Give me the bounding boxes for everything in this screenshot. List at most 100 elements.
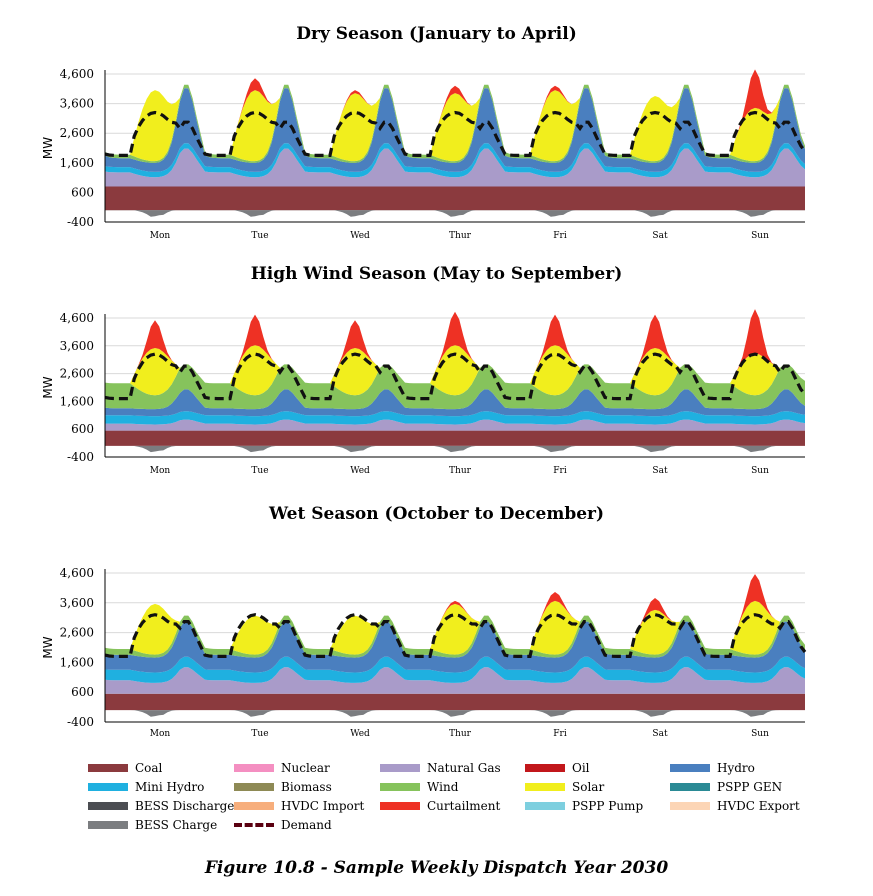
legend-item: Curtailment	[380, 797, 500, 815]
legend-swatch	[88, 783, 128, 791]
x-tick-label: Mon	[150, 231, 171, 241]
x-tick-label: Fri	[553, 466, 567, 476]
y-tick-label: 1,600	[60, 655, 94, 669]
y-tick-label: 4,600	[60, 311, 94, 325]
legend-swatch	[88, 821, 128, 829]
area-mini-hydro	[105, 411, 805, 425]
area-hydro	[105, 389, 805, 417]
area-natural-gas	[105, 667, 805, 694]
x-tick-label: Sun	[751, 231, 769, 241]
area-mini-hydro	[105, 143, 805, 178]
y-tick-label: -400	[67, 450, 94, 464]
legend-label: PSPP Pump	[572, 799, 644, 813]
y-tick-label: 1,600	[60, 156, 94, 170]
chart-title-high-wind: High Wind Season (May to September)	[250, 264, 623, 284]
x-tick-label: Thur	[449, 466, 472, 476]
legend-label: Wind	[427, 780, 459, 794]
legend-label: Nuclear	[281, 761, 330, 775]
legend-item: Hydro	[670, 759, 755, 777]
x-tick-label: Wed	[350, 231, 370, 241]
area-solar	[105, 345, 805, 396]
area-bess-charge	[105, 210, 805, 217]
legend-label: Curtailment	[427, 799, 501, 813]
series-demand-line	[104, 613, 807, 658]
x-tick-label: Thur	[449, 231, 472, 241]
area-coal	[105, 186, 805, 211]
legend-dash-swatch	[234, 823, 274, 827]
y-axis-label: MW	[41, 376, 55, 398]
area-solar	[105, 84, 805, 162]
x-tick-label: Sat	[652, 231, 668, 241]
x-tick-label: Sat	[652, 729, 668, 739]
x-tick-label: Thur	[449, 729, 472, 739]
legend-item: Coal	[88, 759, 162, 777]
x-tick-label: Mon	[150, 729, 171, 739]
legend-swatch	[670, 802, 710, 810]
legend-label: PSPP GEN	[717, 780, 783, 794]
legend-swatch	[380, 783, 420, 791]
series-demand-line	[104, 110, 807, 157]
legend-label: Biomass	[281, 780, 332, 794]
y-tick-label: 3,600	[60, 596, 94, 610]
x-tick-label: Fri	[553, 729, 567, 739]
y-axis-label: MW	[41, 636, 55, 658]
area-coal	[105, 693, 805, 711]
y-tick-label: 600	[71, 685, 94, 699]
legend-label: Natural Gas	[427, 761, 501, 775]
legend-item: HVDC Import	[234, 797, 364, 815]
legend-item: Solar	[525, 778, 604, 796]
area-mini-hydro	[105, 656, 805, 683]
x-tick-label: Tue	[251, 729, 268, 739]
x-tick-label: Wed	[350, 466, 370, 476]
legend-swatch	[525, 783, 565, 791]
y-tick-label: -400	[67, 215, 94, 229]
y-tick-label: 2,600	[60, 367, 94, 381]
legend-item: HVDC Export	[670, 797, 800, 815]
legend-label: Mini Hydro	[135, 780, 205, 794]
figure-caption: Figure 10.8 - Sample Weekly Dispatch Yea…	[204, 858, 669, 878]
legend-label: Solar	[572, 780, 605, 794]
legend-label: Oil	[572, 761, 590, 775]
wet-season-chart: 4,600 3,600 2,600 1,600 600 -400 MW Mon Tue Wed Th…	[41, 566, 807, 739]
legend-item: Natural Gas	[380, 759, 501, 777]
legend-item: Nuclear	[234, 759, 330, 777]
chart-title-wet: Wet Season (October to December)	[268, 504, 605, 524]
legend-item: BESS Discharge	[88, 797, 234, 815]
legend-swatch	[88, 764, 128, 772]
stacked-areas	[105, 574, 805, 717]
legend-swatch	[525, 764, 565, 772]
stacked-areas	[105, 69, 805, 217]
legend-label: HVDC Export	[717, 799, 800, 813]
legend-label: Hydro	[717, 761, 755, 775]
legend-item: PSPP Pump	[525, 797, 643, 815]
legend-swatch	[380, 764, 420, 772]
area-curtailment	[105, 69, 805, 155]
dry-season-chart: 4,600 3,600 2,600 1,600 600 -400 MW Mon Tue Wed Th…	[41, 67, 807, 241]
legend-label: BESS Discharge	[135, 799, 235, 813]
y-tick-label: 1,600	[60, 394, 94, 408]
legend-swatch	[670, 764, 710, 772]
legend-swatch	[525, 802, 565, 810]
y-tick-label: 4,600	[60, 67, 94, 81]
legend-swatch	[380, 802, 420, 810]
legend-label: HVDC Import	[281, 799, 365, 813]
x-tick-label: Sat	[652, 466, 668, 476]
chart-title-dry: Dry Season (January to April)	[296, 24, 577, 44]
stacked-areas	[105, 309, 805, 453]
legend-item: Oil	[525, 759, 590, 777]
legend-item: Demand	[234, 816, 332, 834]
x-tick-label: Tue	[251, 231, 268, 241]
area-natural-gas	[105, 148, 805, 187]
legend-swatch	[88, 802, 128, 810]
legend-swatch	[670, 783, 710, 791]
legend-item: Biomass	[234, 778, 332, 796]
area-natural-gas	[105, 419, 805, 431]
legend-item: Mini Hydro	[88, 778, 204, 796]
legend-swatch	[234, 764, 274, 772]
legend-label: Demand	[281, 818, 332, 832]
legend-item: PSPP GEN	[670, 778, 782, 796]
y-tick-label: 3,600	[60, 97, 94, 111]
x-tick-label: Mon	[150, 466, 171, 476]
y-tick-label: 2,600	[60, 626, 94, 640]
area-bess-charge	[105, 445, 805, 453]
